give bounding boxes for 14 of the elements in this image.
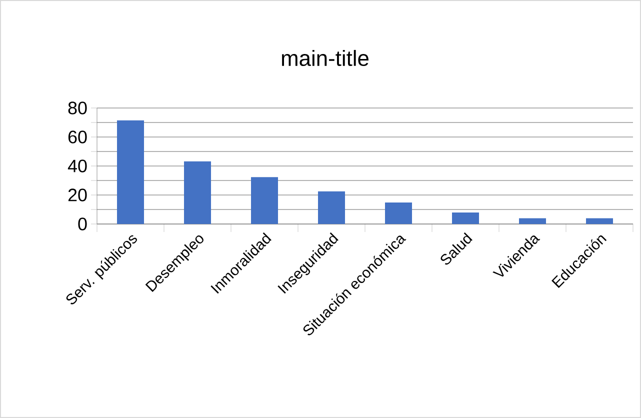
bar [117, 120, 144, 224]
chart-title: main-title [282, 50, 368, 66]
bar [184, 161, 212, 224]
bar [251, 177, 278, 224]
bar [586, 218, 614, 224]
y-tick-label: 60 [68, 130, 87, 144]
bar [519, 218, 546, 224]
bar [385, 202, 412, 224]
bar [318, 191, 346, 224]
y-tick-label: 20 [68, 188, 87, 202]
bar [452, 212, 480, 224]
y-tick-label: 80 [68, 102, 87, 114]
y-tick-label: 40 [68, 160, 87, 172]
y-tick-label: 0 [78, 218, 87, 230]
